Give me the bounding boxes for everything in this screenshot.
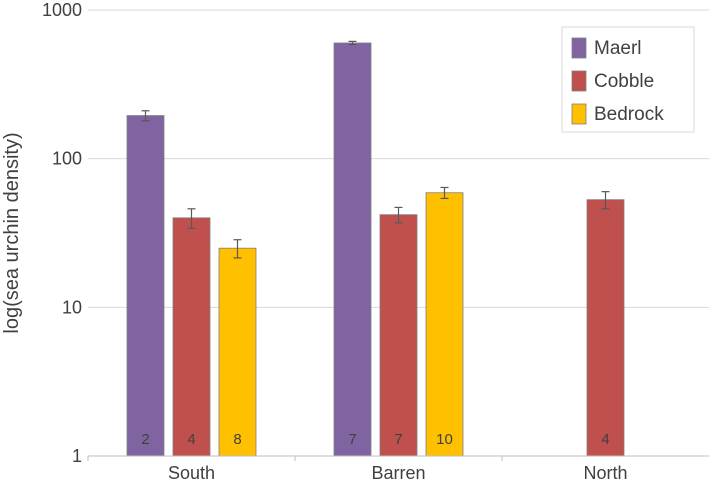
legend-label-maerl: Maerl (594, 38, 642, 59)
x-tick-label: South (168, 463, 215, 481)
bar-maerl-barren (333, 42, 372, 457)
sample-size-label: 4 (187, 431, 195, 448)
sample-size-label: 7 (348, 431, 356, 448)
bar-bedrock-south (218, 247, 257, 457)
sample-size-label: 8 (233, 431, 241, 448)
sample-size-label: 10 (436, 431, 453, 448)
legend-swatch-maerl (571, 37, 587, 59)
legend-swatch-cobble (571, 70, 587, 92)
bar-maerl-south (126, 115, 165, 457)
x-tick-label: Barren (371, 463, 425, 481)
legend-label-bedrock: Bedrock (594, 104, 664, 125)
bar-cobble-north (586, 199, 625, 457)
sample-size-label: 2 (141, 431, 149, 448)
bars (126, 42, 625, 457)
y-axis-title: log(sea urchin density) (1, 132, 23, 333)
bar-bedrock-barren (425, 192, 464, 457)
axes: 1 10 100 1000 South Barren North (42, 0, 709, 481)
y-tick-label: 100 (52, 149, 82, 169)
bar-cobble-barren (379, 214, 418, 457)
bar-cobble-south (172, 217, 211, 457)
y-tick-label: 10 (62, 297, 82, 317)
sample-size-label: 7 (394, 431, 402, 448)
error-bars (141, 40, 610, 259)
x-tick-label: North (583, 463, 627, 481)
legend: Maerl Cobble Bedrock (561, 26, 695, 133)
legend-label-cobble: Cobble (594, 71, 654, 92)
sample-size-label: 4 (601, 431, 609, 448)
y-tick-label: 1000 (42, 0, 82, 20)
sample-size-labels: 2 4 8 7 7 10 4 (141, 431, 609, 448)
y-tick-label: 1 (72, 446, 82, 466)
legend-swatch-bedrock (571, 103, 587, 125)
